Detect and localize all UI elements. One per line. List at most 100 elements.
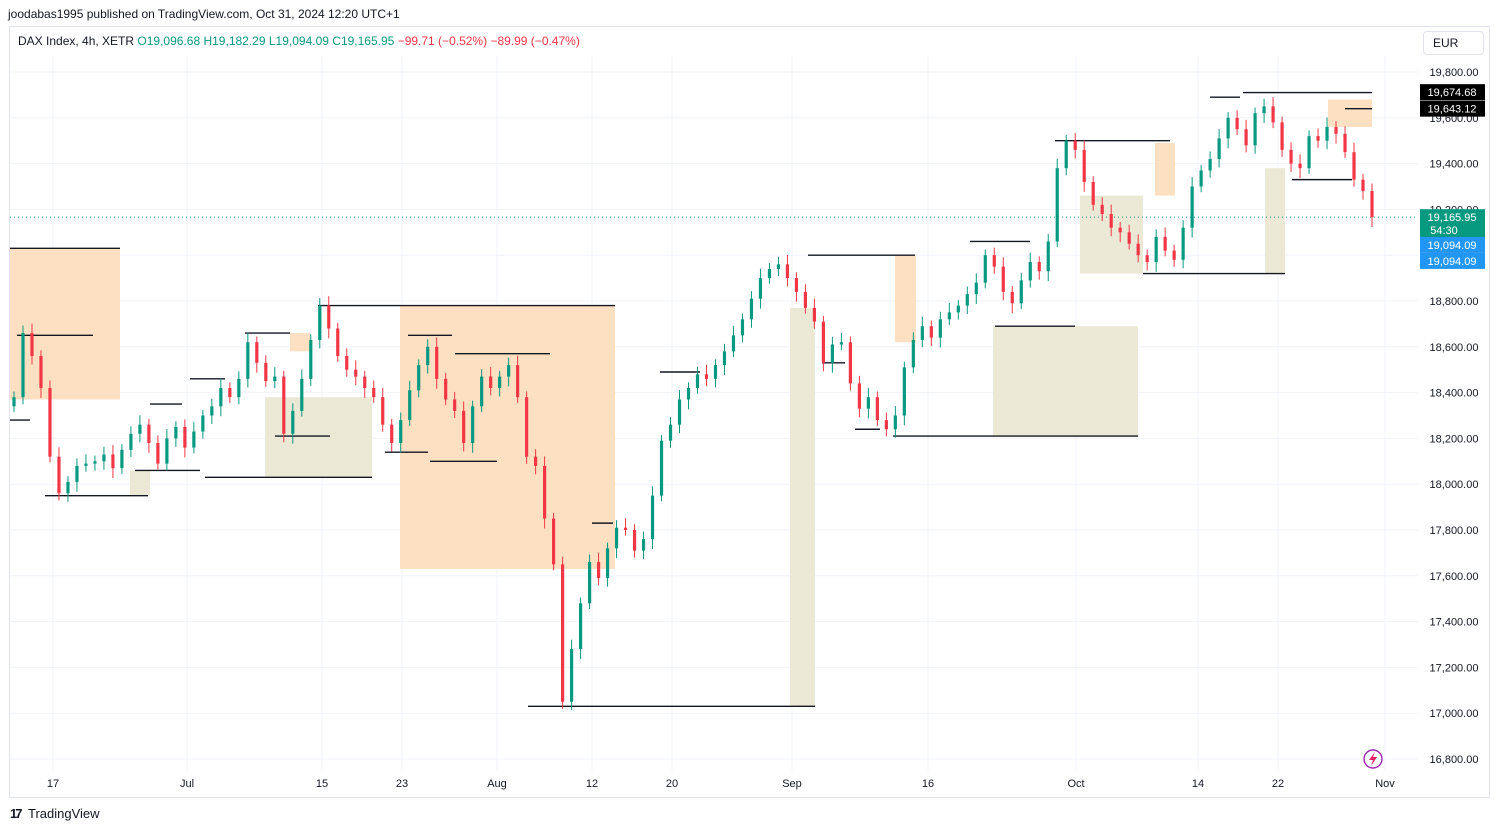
candle-body — [812, 307, 817, 322]
y-tick-label: 18,000.00 — [1430, 479, 1479, 491]
candle-body — [1253, 113, 1257, 146]
candle-body — [318, 305, 322, 340]
bolt-icon[interactable] — [1363, 749, 1383, 769]
candle-body — [336, 328, 340, 356]
candle-body — [1262, 106, 1266, 114]
y-tick-label: 18,400.00 — [1430, 388, 1479, 400]
candle-body — [866, 397, 870, 409]
candle-body — [560, 564, 565, 702]
candle-body — [884, 420, 888, 430]
candle-body — [731, 335, 736, 352]
countdown-label: 54:30 — [1430, 225, 1458, 237]
candle-body — [354, 369, 358, 377]
candle-body — [767, 268, 772, 279]
candle-body — [677, 399, 682, 425]
candle-body — [489, 376, 493, 389]
candle-body — [1208, 159, 1212, 171]
supply-zone — [400, 305, 615, 569]
y-tick-label: 17,800.00 — [1430, 525, 1479, 537]
candle-body — [516, 365, 520, 398]
candle-body — [893, 415, 897, 430]
candle-body — [668, 424, 673, 441]
y-tick-label: 16,800.00 — [1430, 754, 1479, 766]
candle-body — [390, 424, 394, 443]
candle-body — [1343, 133, 1347, 153]
candle-body — [1334, 126, 1338, 134]
candle-body — [1037, 262, 1041, 272]
candle-body — [992, 255, 996, 267]
x-tick-label: 15 — [316, 778, 328, 790]
candle-body — [507, 365, 511, 377]
y-tick-label: 19,800.00 — [1430, 67, 1479, 79]
candle-body — [1028, 262, 1032, 281]
candle-body — [749, 298, 754, 320]
candle-body — [956, 305, 960, 313]
candle-body — [1046, 241, 1050, 272]
candle-body — [1010, 291, 1014, 304]
candle-body — [471, 406, 475, 443]
candle-body — [1064, 140, 1068, 169]
publisher-credit: joodabas1995 published on TradingView.co… — [8, 7, 400, 21]
candle-body — [1226, 117, 1230, 139]
candle-body — [498, 376, 502, 389]
candle-body — [875, 397, 879, 421]
candle-body — [713, 365, 718, 379]
candle-body — [12, 397, 16, 407]
candle-body — [399, 420, 403, 443]
symbol-label[interactable]: DAX Index, 4h, XETR — [18, 34, 135, 48]
candle-body — [84, 463, 88, 466]
x-tick-label: 12 — [586, 778, 598, 790]
x-tick-label: 14 — [1192, 778, 1204, 790]
candle-body — [1001, 266, 1005, 292]
candle-body — [147, 424, 151, 443]
supply-zone — [1155, 142, 1175, 196]
chart-frame[interactable] — [9, 26, 1490, 798]
demand-zone — [1265, 168, 1285, 274]
level-lines — [10, 91, 1418, 708]
candle-body — [857, 383, 861, 409]
supply-demand-zones — [10, 99, 1372, 707]
candle-body — [1280, 122, 1284, 150]
candle-body — [183, 426, 187, 448]
currency-selector[interactable]: EUR — [1423, 31, 1484, 55]
candle-body — [623, 527, 628, 530]
candle-body — [650, 495, 655, 540]
extra-change-value: −89.99 (−0.47%) — [490, 34, 580, 48]
candle-body — [1091, 181, 1095, 205]
candle-body — [1370, 191, 1374, 218]
candle-body — [722, 351, 727, 366]
candle-body — [120, 449, 124, 469]
candle-body — [129, 433, 133, 450]
candle-body — [1316, 136, 1320, 141]
candle-body — [165, 438, 169, 464]
candle-body — [1325, 126, 1329, 141]
candle-body — [785, 264, 790, 279]
candle-body — [552, 518, 556, 565]
low-tag-1-bg — [1420, 236, 1485, 253]
candle-body — [776, 264, 781, 269]
candle-body — [1289, 149, 1293, 164]
candle-body — [93, 461, 97, 464]
candle-body — [57, 456, 61, 494]
supply-zone — [1328, 99, 1372, 127]
tradingview-logo[interactable]: 17 TradingView — [10, 806, 100, 821]
supply-zone — [895, 255, 916, 343]
x-tick-label: Jul — [180, 778, 194, 790]
candle-body — [1055, 168, 1059, 242]
candle-body — [740, 319, 745, 336]
candle-body — [1271, 106, 1275, 123]
candle-body — [291, 410, 295, 434]
candle-body — [911, 339, 915, 368]
candle-body — [372, 388, 376, 398]
candle-body — [327, 305, 331, 329]
candle-body — [1019, 280, 1023, 304]
candle-body — [947, 312, 951, 320]
candle-body — [614, 527, 619, 549]
candle-body — [156, 442, 160, 464]
supply-zone — [290, 333, 310, 352]
candle-body — [1307, 136, 1311, 169]
candle-body — [1136, 243, 1140, 256]
candle-body — [219, 388, 223, 407]
close-value: C19,165.95 — [332, 34, 395, 48]
